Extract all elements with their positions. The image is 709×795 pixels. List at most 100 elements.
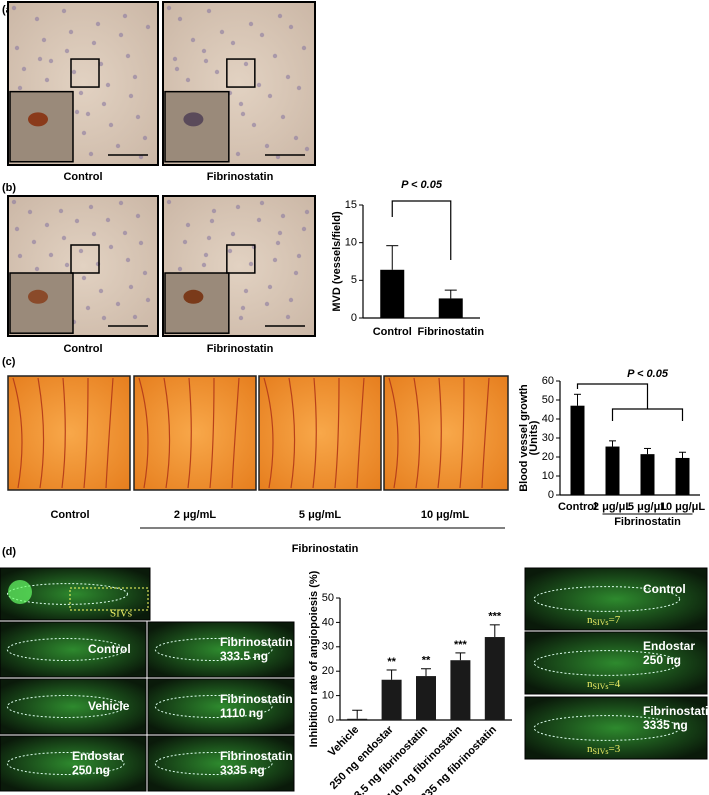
nucleus — [264, 143, 270, 149]
y-axis-label: MVD (vessels/field) — [331, 211, 343, 312]
panel-label: (b) — [2, 182, 16, 194]
nucleus — [304, 146, 310, 152]
caption: Fibrinostatin — [207, 343, 274, 355]
cam-photo — [383, 375, 509, 491]
nucleus — [243, 288, 249, 294]
caption: 5 μg/mL — [299, 509, 341, 521]
nucleus — [296, 253, 302, 259]
significance: ** — [387, 656, 396, 668]
nucleus — [275, 240, 281, 246]
nucleus — [105, 217, 111, 223]
vessel — [105, 377, 114, 489]
nucleus — [166, 5, 172, 11]
stain — [28, 112, 48, 127]
nucleus — [185, 77, 191, 83]
y-tick-label: 0 — [351, 312, 357, 324]
nucleus — [248, 21, 254, 27]
fish-label: Control — [88, 642, 131, 656]
vessel — [356, 377, 365, 489]
fish-photo — [524, 567, 708, 631]
bar — [484, 637, 505, 720]
nucleus — [135, 213, 141, 219]
panel-label: (d) — [2, 546, 16, 558]
bar — [570, 405, 585, 495]
fish-label: 1110 ng — [220, 706, 263, 720]
nucleus — [209, 218, 215, 224]
nucleus — [17, 253, 23, 259]
nucleus — [85, 305, 91, 311]
nucleus — [34, 266, 40, 272]
nucleus — [304, 209, 310, 215]
y-tick-label: 20 — [542, 451, 554, 463]
vessel — [187, 377, 192, 489]
fish-photo — [524, 696, 708, 760]
nucleus — [138, 240, 144, 246]
fish-label: Fibrinostatin — [220, 749, 293, 763]
nucleus — [91, 231, 97, 237]
group-label: Fibrinostatin — [614, 516, 681, 528]
nucleus — [267, 93, 273, 99]
x-tick-label: Control — [373, 326, 412, 338]
nucleus — [240, 305, 246, 311]
bar — [640, 454, 655, 495]
annotation: P < 0.05 — [401, 179, 443, 191]
bar — [416, 676, 436, 720]
siv-count-part: SIVs — [593, 682, 609, 691]
fish-label: Fibrinostatin — [643, 704, 709, 718]
fish-label: Fibrinostatin — [220, 692, 293, 706]
nucleus — [280, 213, 286, 219]
x-tick-label: Fibrinostatin — [417, 326, 484, 338]
nucleus — [128, 93, 134, 99]
nucleus — [251, 122, 257, 128]
nucleus — [206, 8, 212, 14]
y-tick-label: 40 — [542, 413, 554, 425]
nucleus — [132, 74, 138, 80]
panel-label: (c) — [2, 356, 16, 368]
fish-eye — [8, 580, 32, 604]
x-tick-label: 2 μg/μL — [593, 501, 632, 513]
nucleus — [85, 111, 91, 117]
fish-photo — [0, 621, 147, 678]
y-tick-label: 15 — [345, 199, 357, 211]
bar — [380, 269, 405, 318]
fish-body — [154, 638, 273, 661]
nucleus — [48, 252, 54, 258]
vessel — [312, 377, 317, 489]
nucleus — [101, 101, 107, 107]
nucleus — [78, 90, 84, 96]
nucleus — [64, 262, 70, 268]
fish-label: 250 ng — [72, 763, 110, 777]
nucleus — [206, 235, 212, 241]
nucleus — [78, 248, 84, 254]
fish-photo — [0, 678, 147, 735]
fish-photo — [147, 678, 295, 735]
nucleus — [203, 252, 209, 258]
nucleus — [88, 204, 94, 210]
nucleus — [230, 40, 236, 46]
fish-label: Endostar — [72, 749, 124, 763]
box — [226, 244, 256, 274]
nucleus — [44, 222, 50, 228]
nucleus — [277, 230, 283, 236]
nucleus — [14, 226, 20, 232]
nucleus — [259, 32, 265, 38]
x-tick-label: 250 ng endostar — [328, 723, 397, 792]
bracket — [611, 408, 684, 421]
y-axis-label: (Units) — [528, 420, 540, 455]
siv-count-part: SIVs — [593, 618, 609, 627]
nucleus — [235, 204, 241, 210]
y-tick-label: 20 — [322, 665, 334, 677]
significance: *** — [488, 611, 502, 623]
vessel — [459, 377, 465, 489]
nucleus — [301, 226, 307, 232]
fish-body — [533, 715, 681, 741]
nucleus — [201, 48, 207, 54]
nucleus — [11, 5, 17, 11]
group-label: Fibrinostatin — [292, 543, 359, 555]
nucleus — [275, 154, 281, 160]
box — [70, 244, 100, 274]
stain — [183, 112, 204, 127]
nucleus — [235, 151, 241, 157]
nucleus — [108, 122, 114, 128]
nucleus — [81, 130, 87, 136]
